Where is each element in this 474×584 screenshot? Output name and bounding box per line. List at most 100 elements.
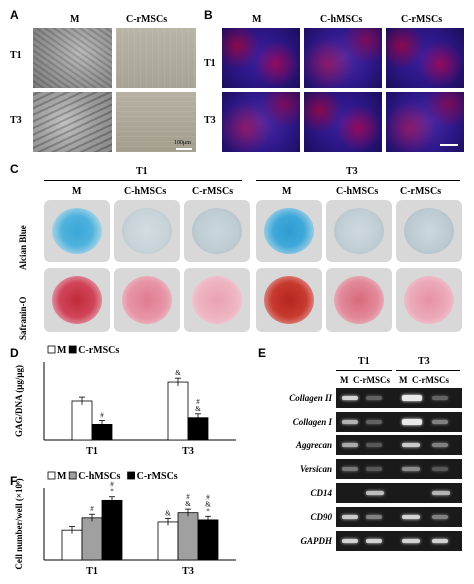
micrograph-a-m-t3 xyxy=(33,92,112,152)
y-axis-label: Cell number/well (×10⁶) xyxy=(14,478,24,569)
panel-label-a: A xyxy=(10,8,19,22)
gene-cd90: CD90 xyxy=(310,512,332,522)
well-alcian-t3-crmscs xyxy=(396,200,462,262)
panel-a-row-t3: T3 xyxy=(10,115,22,126)
cell-number-chart: Cell number/well (×10⁶) M C-hMSCs C-rMSCs # #… xyxy=(14,471,236,577)
micrograph-a-m-t1 xyxy=(33,28,112,88)
panel-b-row-t3: T3 xyxy=(204,115,216,126)
panel-b-col-crmscs: C-rMSCs xyxy=(401,14,443,25)
panel-c-col-3: C-rMSCs xyxy=(192,186,234,197)
panel-label-f: F xyxy=(10,474,18,488)
well-alcian-t1-crmscs xyxy=(184,200,250,262)
legend-label: C-rMSCs xyxy=(137,471,178,482)
legend-swatch xyxy=(127,471,135,480)
well-alcian-t3-chmscs xyxy=(326,200,392,262)
fluorescence-b-chmscs-t1 xyxy=(304,28,382,88)
well-safranin-t1-m xyxy=(44,268,110,332)
significance-mark: # xyxy=(90,505,94,513)
significance-mark: # xyxy=(196,398,200,406)
significance-mark: & xyxy=(205,500,211,508)
gel-col-1: M xyxy=(340,375,349,385)
gel-strip-collagen-i xyxy=(336,412,462,432)
significance-mark: & xyxy=(175,369,181,377)
panel-c-col-1: M xyxy=(72,186,82,197)
well-safranin-t3-m xyxy=(256,268,322,332)
gene-collagen-i: Collagen I xyxy=(292,417,332,427)
bar xyxy=(157,521,179,561)
significance-mark: # xyxy=(100,412,104,420)
gene-versican: Versican xyxy=(299,464,332,474)
panel-c-group-t1: T1 xyxy=(136,166,148,177)
well-safranin-t1-chmscs xyxy=(114,268,180,332)
gag-dna-chart: GAG/DNA (μg/μg)M C-rMSCs#T1&#&T3 xyxy=(14,345,236,457)
gel-col-3: M xyxy=(399,375,408,385)
panel-label-b: B xyxy=(204,8,213,22)
category-label: T1 xyxy=(86,566,98,577)
panel-c-col-6: C-rMSCs xyxy=(400,186,442,197)
fluorescence-b-m-t1 xyxy=(222,28,300,88)
category-label: T3 xyxy=(182,566,194,577)
gel-strip-versican xyxy=(336,459,462,479)
bar xyxy=(71,400,93,441)
gel-col-2: C-rMSCs xyxy=(353,375,390,385)
gel-col-4: C-rMSCs xyxy=(412,375,449,385)
panel-c-group-t3: T3 xyxy=(346,166,358,177)
gene-gapdh: GAPDH xyxy=(300,536,333,546)
legend-label: M xyxy=(57,345,67,356)
panel-c-row-safranin: Safranin-O xyxy=(18,296,28,340)
significance-mark: & xyxy=(185,500,191,508)
gene-collagen-ii: Collagen II xyxy=(289,393,332,403)
well-alcian-t1-m xyxy=(44,200,110,262)
gel-strip-cd14 xyxy=(336,483,462,503)
fluorescence-b-chmscs-t3 xyxy=(304,92,382,152)
panel-c-row-alcian: Alcian Blue xyxy=(18,225,28,270)
scale-bar-b xyxy=(440,144,458,146)
panel-b-col-m: M xyxy=(252,14,262,25)
scale-label-a: 100μm xyxy=(174,140,191,146)
bar xyxy=(101,499,123,561)
fluorescence-b-crmscs-t3 xyxy=(386,92,464,152)
bar xyxy=(81,517,103,561)
bar xyxy=(177,512,199,561)
bar xyxy=(61,529,83,561)
gene-cd14: CD14 xyxy=(310,488,332,498)
legend-label: C-hMSCs xyxy=(78,471,120,482)
panel-label-c: C xyxy=(10,162,19,176)
well-safranin-t3-chmscs xyxy=(326,268,392,332)
panel-a-col-crmscs: C-rMSCs xyxy=(126,14,168,25)
gel-strip-cd90 xyxy=(336,507,462,527)
significance-mark: * xyxy=(206,507,210,515)
panel-a-col-m: M xyxy=(70,14,80,25)
panel-label-e: E xyxy=(258,346,267,360)
significance-mark: * xyxy=(110,488,114,496)
well-safranin-t3-crmscs xyxy=(396,268,462,332)
legend-swatch xyxy=(68,345,77,354)
well-alcian-t1-chmscs xyxy=(114,200,180,262)
gel-strip-gapdh xyxy=(336,531,462,551)
gel-group-line-t1 xyxy=(336,370,392,371)
panel-c-col-2: C-hMSCs xyxy=(124,186,167,197)
fluorescence-b-m-t3 xyxy=(222,92,300,152)
legend-swatch xyxy=(47,471,56,480)
group-line-t3 xyxy=(256,180,460,181)
significance-mark: # xyxy=(186,493,190,501)
legend-label: M xyxy=(57,471,67,482)
fluorescence-b-crmscs-t1 xyxy=(386,28,464,88)
significance-mark: # xyxy=(206,493,210,501)
legend-swatch xyxy=(47,345,56,354)
category-label: T3 xyxy=(182,446,194,457)
gel-strip-aggrecan xyxy=(336,435,462,455)
bar xyxy=(197,519,219,561)
gel-group-line-t3 xyxy=(396,370,460,371)
panel-label-d: D xyxy=(10,346,19,360)
gel-strip-collagen-ii xyxy=(336,388,462,408)
gene-aggrecan: Aggrecan xyxy=(296,440,332,450)
well-alcian-t3-m xyxy=(256,200,322,262)
scale-bar-a xyxy=(176,148,192,150)
legend-swatch xyxy=(68,471,77,480)
micrograph-a-crmscs-t3 xyxy=(116,92,196,152)
panel-c-col-4: M xyxy=(282,186,292,197)
panel-a-row-t1: T1 xyxy=(10,50,22,61)
y-axis-label: GAG/DNA (μg/μg) xyxy=(14,365,24,437)
well-safranin-t1-crmscs xyxy=(184,268,250,332)
